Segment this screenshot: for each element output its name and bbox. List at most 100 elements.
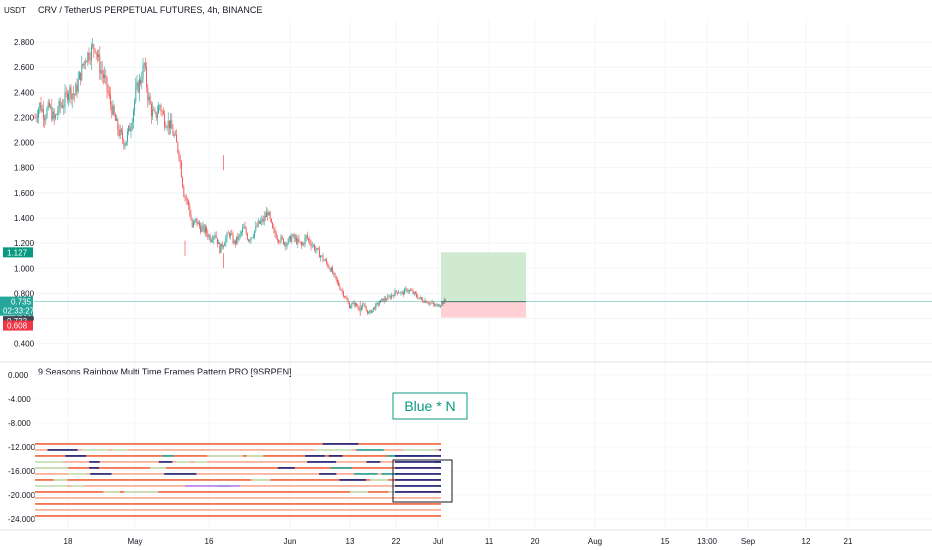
candle-body [406,288,408,292]
long-position-profit-zone[interactable] [441,252,526,302]
candle-body [363,304,365,306]
candle-body [35,117,37,119]
candle-body [52,111,54,120]
candle-body [159,105,161,107]
candle-body [387,296,389,300]
candle-body [423,301,425,303]
candle-body [129,126,131,132]
current-price-tag: 0.735 02:33:27 [0,296,35,316]
candle-body [416,293,418,297]
indicator-rainbow-rows [35,443,441,517]
candle-body [333,272,335,274]
candle-body [94,48,96,52]
candle-body [250,237,252,241]
time-tick-label: Aug [588,537,602,546]
candle-body [190,214,192,221]
candle-body [51,106,53,120]
price-tick-label: 1.000 [14,264,35,273]
candle-body [237,236,239,240]
time-tick-label: 18 [64,537,73,546]
candle-body [254,230,256,237]
candle-body [86,61,88,63]
candle-body [173,134,175,136]
candle-body [203,225,205,233]
candle-body [152,109,154,117]
candle-body [280,236,282,242]
candle-body [444,299,446,302]
candle-body [281,236,283,239]
indicator-tick-label: -16.000 [8,467,36,476]
candle-body [297,238,299,244]
candle-body [185,196,187,200]
candle-body [164,113,166,127]
candle-body [338,281,340,286]
candle-body [424,300,426,303]
candle-body [68,94,70,101]
candle-body [413,292,415,294]
candle-body [170,120,172,129]
candle-body [207,233,209,237]
candle-body [88,52,90,61]
candle-body [360,307,362,310]
candle-body [143,63,145,66]
indicator-axis[interactable]: 0.000 -4.000 -8.000 -12.000 -16.000 -20.000 -2… [8,371,36,524]
candle-body [198,222,200,227]
candle-body [154,110,156,113]
candle-body [165,126,167,128]
indicator-tick-label: 0.000 [8,371,29,380]
candle-body [36,117,38,118]
candle-body [347,300,349,303]
candle-body [292,234,294,237]
candle-body [380,299,382,303]
candle-body [59,100,61,107]
candle-body [377,302,379,305]
candle-body [161,111,163,112]
candle-body [279,241,281,243]
candle-body [192,222,194,227]
candle-body [308,238,310,240]
candle-body [60,105,62,107]
long-position-loss-zone[interactable] [441,301,526,318]
candle-body [293,234,295,239]
candle-body [405,288,407,290]
candle-body [232,234,234,244]
candle-body [112,105,114,115]
candle-body [220,243,222,253]
candle-body [231,233,233,235]
candle-body [110,94,112,105]
candle-body [389,296,391,299]
candle-body [246,233,248,240]
candle-body [322,255,324,261]
candle-body [324,260,326,261]
candle-body [122,132,124,140]
candle-body [141,80,143,84]
candle-body [304,237,306,245]
candle-body [286,244,288,247]
candle-body [284,242,286,245]
price-tick-label: 1.200 [14,239,35,248]
candle-body [256,225,258,227]
candle-body [34,117,36,119]
candle-body [202,225,204,228]
time-tick-label: Sep [741,537,756,546]
candle-body [41,109,43,112]
candle-body [98,54,100,57]
time-tick-label: 13 [346,537,355,546]
time-axis[interactable]: 18 May 16 Jun 13 22 Jul 11 20 Aug 15 13:00 Sep 12 21 [64,537,853,546]
candle-body [64,92,66,106]
candle-body [431,302,433,304]
candle-body [204,227,206,233]
candle-body [354,303,356,306]
stop-price-tag: 0.608 [3,320,33,331]
candle-body [437,304,439,307]
candle-body [316,247,318,250]
price-tick-label: 1.400 [14,214,35,223]
candle-body [197,222,199,225]
candle-body [222,245,224,248]
indicator-title: 9 Seasons Rainbow Multi Time Frames Patt… [38,367,292,377]
candle-body [212,239,214,241]
candle-body [70,87,72,100]
price-tick-label: 2.200 [14,113,35,122]
candle-body [394,290,396,297]
